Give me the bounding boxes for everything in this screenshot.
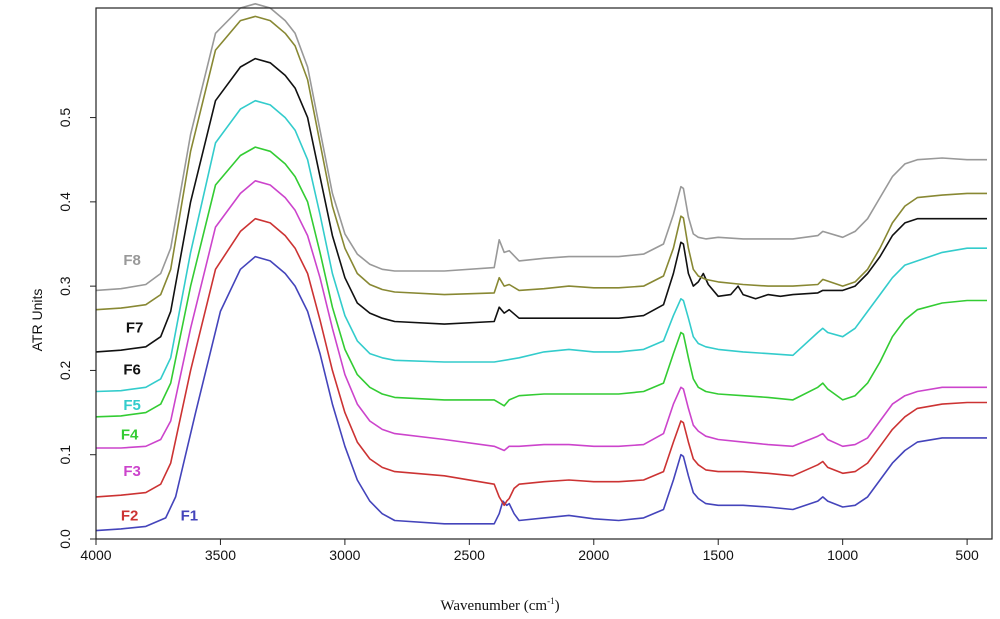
x-tick-label-3000: 3000 [329, 547, 360, 563]
y-tick-label-5: 0.5 [57, 108, 73, 128]
plot-frame [95, 7, 993, 540]
x-axis-title-unit-exp: -1 [547, 596, 555, 606]
x-tick-label-2500: 2500 [454, 547, 485, 563]
y-axis-title: ATR Units [29, 289, 45, 352]
series-layer [95, 3, 987, 532]
x-axis: 4000 3500 3000 2500 2000 1500 1000 500 [80, 539, 979, 563]
series-label-f5: F5 [123, 397, 141, 414]
x-axis-title-text: Wavenumber [440, 598, 520, 614]
x-axis-title-unit-close: ) [554, 598, 560, 614]
series-line-f6 [95, 57, 987, 353]
y-tick-label-0: 0.0 [57, 529, 73, 549]
series-label-f3: F3 [123, 463, 141, 480]
series-label-f1: F1 [181, 507, 199, 524]
y-tick-label-2: 0.2 [57, 360, 73, 380]
x-tick-label-2000: 2000 [578, 547, 609, 563]
series-line-f7 [95, 15, 987, 311]
x-tick-label-1500: 1500 [703, 547, 734, 563]
series-label-f8: F8 [123, 252, 141, 269]
x-tick-label-4000: 4000 [80, 547, 111, 563]
x-axis-title: Wavenumber (cm-1) [0, 596, 1000, 615]
series-line-f5 [95, 99, 987, 393]
series-label-f6: F6 [123, 362, 141, 379]
series-label-f7: F7 [126, 320, 144, 337]
x-tick-label-500: 500 [955, 547, 979, 563]
x-axis-title-unit: (cm [523, 598, 548, 614]
x-tick-label-1000: 1000 [827, 547, 858, 563]
series-line-f4 [95, 146, 987, 418]
series-line-f1 [95, 255, 987, 532]
series-label-f2: F2 [121, 507, 139, 524]
y-axis: 0.0 0.1 0.2 0.3 0.4 0.5 [57, 108, 96, 549]
x-tick-label-3500: 3500 [205, 547, 236, 563]
series-labels: F8 F7 F6 F5 F4 F3 F2 F1 [121, 252, 198, 524]
series-line-f3 [96, 180, 987, 452]
series-line-f2 [95, 217, 987, 507]
series-label-f4: F4 [121, 427, 139, 444]
y-tick-label-3: 0.3 [57, 276, 73, 296]
y-tick-label-4: 0.4 [57, 192, 73, 212]
y-tick-label-1: 0.1 [57, 445, 73, 465]
